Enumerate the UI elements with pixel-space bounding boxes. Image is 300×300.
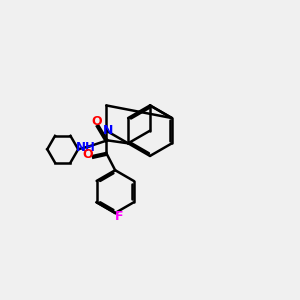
Text: F: F (116, 210, 124, 223)
Text: O: O (92, 115, 102, 128)
Text: NH: NH (76, 141, 96, 154)
Text: N: N (103, 124, 113, 137)
Text: O: O (82, 148, 93, 161)
